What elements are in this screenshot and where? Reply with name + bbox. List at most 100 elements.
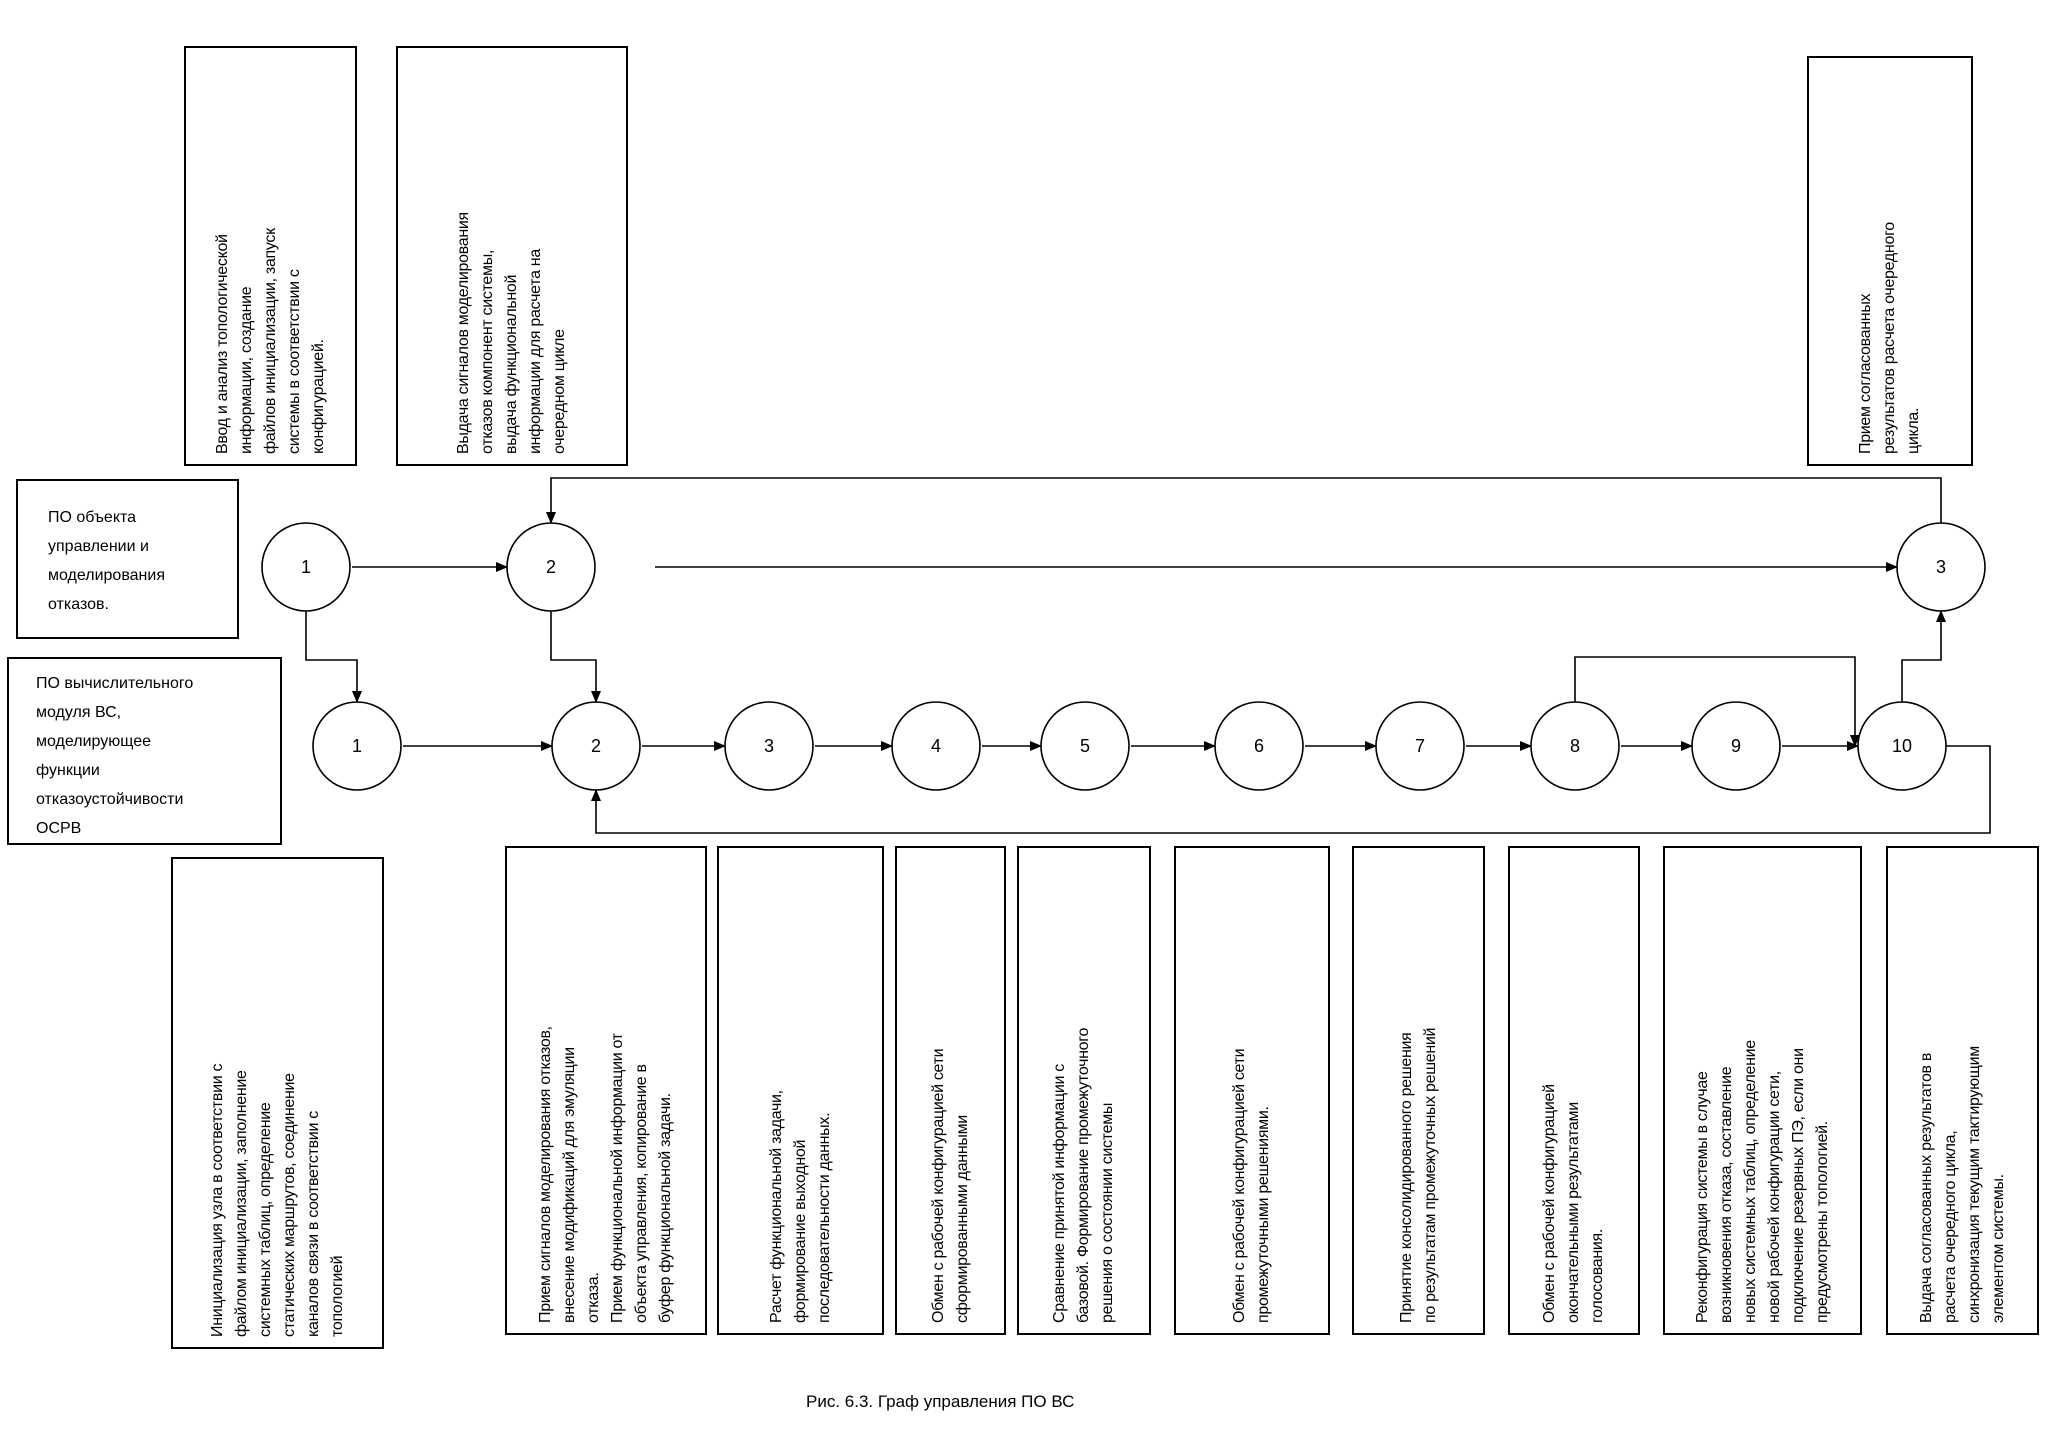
text-line: Реконфигурация системы в случае: [1693, 1071, 1711, 1323]
bottom-description-box: Выдача согласованных результатов в расчет…: [1886, 846, 2039, 1335]
text-line: Обмен с рабочей конфигурацией сети: [929, 1048, 947, 1323]
text-line: моделирования: [48, 567, 165, 584]
text-line: конфигурацией.: [309, 339, 327, 454]
node-label: 4: [931, 736, 941, 756]
node-circle: [1375, 701, 1465, 791]
box-text: Принятие консолидированного решения по ре…: [1395, 858, 1443, 1323]
text-line: информации, создание: [237, 286, 255, 454]
node-circle: [1857, 701, 1947, 791]
node-label: 6: [1254, 736, 1264, 756]
text-line: отказоустойчивости: [36, 791, 184, 808]
node-label: 2: [591, 736, 601, 756]
node-label: 1: [352, 736, 362, 756]
control-object-software-box: ПО объекта управлении и моделирования отказ…: [16, 479, 239, 639]
top-description-box: Выдача сигналов моделирования отказов ком…: [396, 46, 628, 466]
text-line: возникновения отказа, составление: [1717, 1066, 1735, 1323]
bottom-node: 10: [1857, 701, 1947, 791]
text-line: управлении и: [48, 538, 149, 555]
node-circle: [1214, 701, 1304, 791]
box-text: Инициализация узла в соответствии с файло…: [206, 869, 350, 1337]
text-line: Прием сигналов моделирования отказов,: [537, 1026, 554, 1323]
bottom-description-box: Расчет функциональной задачи, формировани…: [717, 846, 884, 1335]
text-line: файлом инициализации, заполнение: [232, 1070, 250, 1337]
node-circle: [1896, 522, 1986, 612]
text-line: системы в соответствии с: [285, 269, 303, 454]
text-line: сформированными данными: [953, 1115, 971, 1323]
text-line: Прием согласованных: [1857, 293, 1874, 454]
box-text: Ввод и анализ топологической информации, …: [211, 58, 331, 454]
node-circle: [1040, 701, 1130, 791]
box-text: Расчет функциональной задачи, формировани…: [765, 858, 837, 1323]
text-line: Обмен с рабочей конфигурацией: [1541, 1084, 1558, 1323]
edge-arrow: [1574, 656, 1860, 747]
text-line: подключение резервных ПЭ, если они: [1789, 1048, 1807, 1323]
text-line: внесение модификаций для эмуляции: [561, 1047, 578, 1323]
node-circle: [891, 701, 981, 791]
node-label: 1: [301, 557, 311, 577]
box-text: Сравнение принятой информации с базовой. …: [1048, 858, 1120, 1323]
edge-arrow: [546, 477, 1942, 524]
text-line: моделирующее: [36, 733, 152, 750]
text-line: последовательности данных.: [815, 1112, 833, 1323]
box-text: Выдача согласованных результатов в расчет…: [1915, 858, 2011, 1323]
text-line: цикла.: [1905, 407, 1922, 454]
bottom-node: 3: [724, 701, 814, 791]
text-line: очередном цикле: [551, 329, 568, 454]
bottom-node: 6: [1214, 701, 1304, 791]
bottom-node: 8: [1530, 701, 1620, 791]
bottom-description-box: Обмен с рабочей конфигурацией сети промеж…: [1174, 846, 1330, 1335]
text-line: функции: [36, 762, 100, 779]
text-line: результатов расчета очередного: [1881, 222, 1898, 454]
node-circle: [1691, 701, 1781, 791]
bottom-description-box: Обмен с рабочей конфигурацией сети сформи…: [895, 846, 1006, 1335]
text-line: Обмен с рабочей конфигурацией сети: [1231, 1048, 1248, 1323]
text-line: информации для расчета на: [527, 249, 544, 454]
figure-caption: Рис. 6.3. Граф управления ПО ВС: [806, 1392, 1075, 1411]
text-line: окончательными результатами: [1565, 1102, 1582, 1323]
top-node: 2: [506, 522, 596, 612]
box-text: Реконфигурация системы в случае возникнов…: [1691, 858, 1835, 1323]
node-label: 3: [1936, 557, 1946, 577]
bottom-description-box: Обмен с рабочей конфигурацией окончательн…: [1508, 846, 1640, 1335]
text-line: Расчет функциональной задачи,: [767, 1090, 785, 1323]
node-label: 10: [1892, 736, 1912, 756]
bottom-description-box: Сравнение принятой информации с базовой. …: [1017, 846, 1151, 1335]
text-line: промежуточными решениями.: [1255, 1106, 1272, 1323]
text-line: системных таблиц, определение: [256, 1102, 274, 1337]
edge-arrow: [550, 611, 601, 703]
bottom-description-box: Реконфигурация системы в случае возникнов…: [1663, 846, 1862, 1335]
top-description-box: Прием согласованных результатов расчета о…: [1807, 56, 1973, 466]
box-text: Выдача сигналов моделирования отказов ком…: [452, 58, 572, 454]
box-text: Прием согласованных результатов расчета о…: [1854, 68, 1926, 454]
text-line: буфер функциональной задачи.: [657, 1093, 674, 1323]
text-line: объекта управления, копирование в: [633, 1064, 650, 1323]
text-line: топологией: [328, 1255, 346, 1337]
bottom-description-box: Принятие консолидированного решения по ре…: [1352, 846, 1485, 1335]
text-line: каналов связи в соответствии с: [304, 1111, 322, 1337]
box-text: Обмен с рабочей конфигурацией сети сформи…: [927, 858, 975, 1323]
text-line: модуля ВС,: [36, 704, 122, 721]
box-text: Обмен с рабочей конфигурацией окончательн…: [1538, 858, 1610, 1323]
text-line: Выдача сигналов моделирования: [455, 212, 472, 454]
text-line: предусмотрены топологией.: [1813, 1121, 1831, 1323]
box-text: Прием сигналов моделирования отказов, вне…: [534, 858, 678, 1323]
text-line: расчета очередного цикла,: [1941, 1130, 1959, 1323]
node-circle: [506, 522, 596, 612]
top-node: 1: [261, 522, 351, 612]
node-label: 5: [1080, 736, 1090, 756]
text-line: отказа.: [585, 1272, 602, 1323]
text-line: синхронизация текущим тактирующим: [1965, 1046, 1983, 1323]
text-line: отказов компонент системы,: [479, 249, 496, 454]
text-line: ОСРВ: [36, 820, 82, 837]
text-line: Прием функциональной информации от: [609, 1033, 626, 1323]
text-line: Принятие консолидированного решения: [1397, 1032, 1415, 1323]
text-line: голосования.: [1589, 1228, 1606, 1323]
node-circle: [551, 701, 641, 791]
text-line: выдача функциональной: [503, 274, 520, 454]
text-line: формирование выходной: [791, 1139, 809, 1323]
text-line: Сравнение принятой информации с: [1051, 1064, 1068, 1323]
text-line: файлов инициализации, запуск: [261, 228, 279, 454]
text-line: новой рабочей конфигурации сети,: [1765, 1071, 1783, 1323]
text-line: ПО объекта: [48, 509, 137, 526]
